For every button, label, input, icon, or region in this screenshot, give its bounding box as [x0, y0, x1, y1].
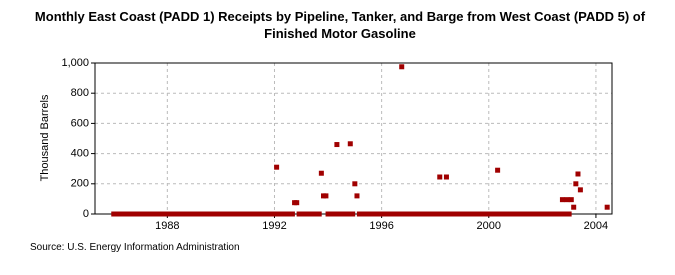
point: [559, 197, 565, 203]
point: [352, 181, 358, 187]
y-tick-label: 400: [71, 148, 89, 160]
point: [323, 193, 329, 199]
point: [573, 181, 579, 187]
x-tick-label: 2004: [584, 220, 608, 232]
point: [604, 204, 610, 210]
point: [562, 211, 568, 217]
point: [495, 167, 501, 173]
point: [566, 211, 572, 217]
y-tick-label: 800: [71, 87, 89, 99]
point: [332, 211, 338, 217]
point: [564, 197, 570, 203]
point: [571, 204, 577, 210]
y-tick-label: 600: [71, 117, 89, 129]
point: [289, 211, 295, 217]
point: [443, 174, 449, 180]
point: [318, 170, 324, 176]
point: [577, 187, 583, 193]
point: [274, 164, 280, 170]
point: [557, 211, 563, 217]
point: [397, 211, 403, 217]
point: [334, 142, 340, 148]
point: [568, 197, 574, 203]
point: [316, 211, 322, 217]
point: [492, 211, 498, 217]
point: [441, 211, 447, 217]
chart-title: Monthly East Coast (PADD 1) Receipts by …: [34, 9, 646, 41]
x-tick-label: 2000: [477, 220, 501, 232]
point: [345, 211, 351, 217]
point: [434, 211, 440, 217]
y-tick-label: 200: [71, 178, 89, 190]
point: [575, 171, 581, 177]
y-tick-label: 0: [83, 208, 89, 220]
point: [354, 193, 360, 199]
x-tick-label: 1992: [262, 220, 286, 232]
point: [399, 64, 405, 70]
y-axis-label: Thousand Barrels: [39, 94, 51, 181]
point: [437, 174, 443, 180]
point: [350, 211, 356, 217]
x-tick-label: 1996: [369, 220, 393, 232]
point: [294, 200, 300, 206]
point: [347, 141, 353, 147]
point: [271, 211, 277, 217]
x-tick-label: 1988: [155, 220, 179, 232]
plot-area: [95, 63, 612, 214]
y-tick-label: 1,000: [61, 57, 89, 69]
source-note: Source: U.S. Energy Information Administ…: [30, 242, 240, 253]
